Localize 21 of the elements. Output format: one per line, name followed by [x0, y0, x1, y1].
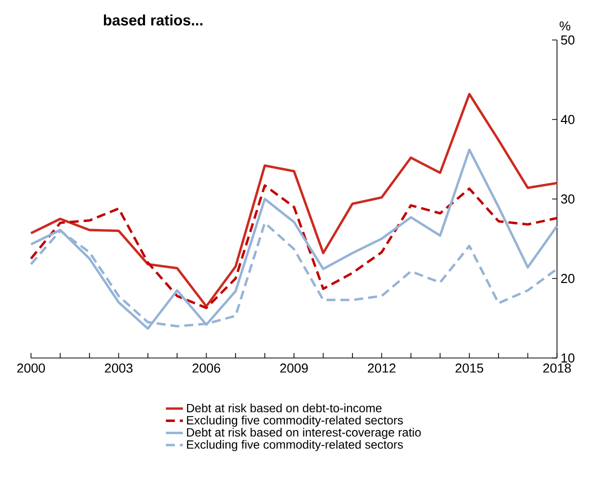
line-series [30, 148, 558, 330]
chart-title: based ratios... [104, 14, 202, 26]
x-tick-label: 2000 [17, 364, 45, 373]
x-tick-label: 2018 [543, 364, 571, 373]
y-axis-title: % [560, 21, 570, 31]
x-tick-label: 2012 [368, 364, 396, 373]
y-tick-label: 20 [561, 274, 574, 284]
legend-label: Excluding five commodity-related sectors [187, 440, 403, 452]
y-tick-label: 30 [561, 194, 574, 204]
line-series [30, 184, 558, 310]
legend-label: Debt at risk based on debt-to-income [187, 404, 382, 412]
x-tick-label: 2009 [280, 364, 308, 373]
y-tick-label: 10 [562, 353, 574, 363]
legend-label: Excluding five commodity-related sectors [187, 416, 403, 427]
x-tick-label: 2015 [456, 364, 484, 373]
x-tick-label: 2003 [104, 364, 133, 373]
y-tick-label: 50 [561, 35, 574, 45]
x-tick-label: 2006 [192, 364, 220, 373]
y-tick-label: 40 [560, 114, 574, 124]
line-series [30, 92, 558, 308]
legend-label: Debt at risk based on interest-coverage ratio [187, 428, 421, 439]
